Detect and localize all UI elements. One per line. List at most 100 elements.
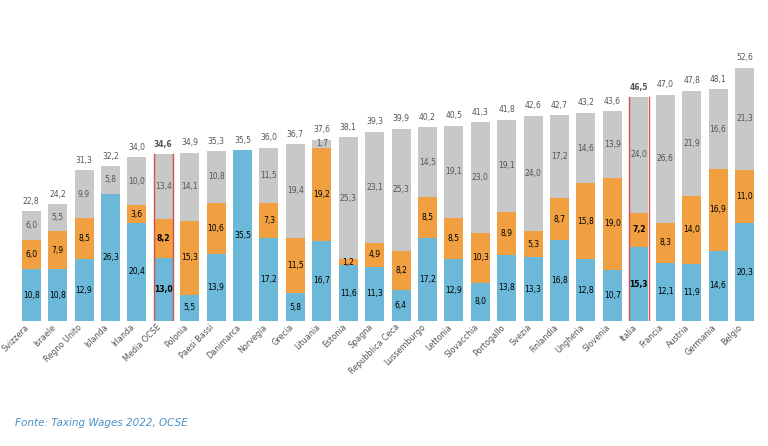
Bar — [180, 295, 199, 321]
Text: 1,7: 1,7 — [316, 140, 328, 149]
Bar — [550, 115, 569, 198]
Bar — [577, 113, 595, 183]
Text: 37,6: 37,6 — [313, 125, 330, 135]
Text: 21,9: 21,9 — [684, 139, 700, 148]
Text: 22,8: 22,8 — [23, 197, 39, 206]
Text: Fonte: Taxing Wages 2022, OCSE: Fonte: Taxing Wages 2022, OCSE — [15, 418, 188, 428]
Bar — [22, 240, 41, 269]
Bar — [497, 255, 516, 321]
Text: 10,8: 10,8 — [23, 291, 40, 300]
Text: 31,3: 31,3 — [75, 156, 92, 165]
Text: 36,7: 36,7 — [287, 130, 304, 139]
Text: 8,5: 8,5 — [422, 213, 433, 222]
Text: 10,8: 10,8 — [49, 291, 66, 300]
Bar — [735, 67, 754, 170]
Text: 5,3: 5,3 — [527, 240, 539, 249]
Text: 43,6: 43,6 — [604, 96, 621, 106]
Bar — [207, 254, 226, 321]
Bar — [74, 170, 94, 218]
Bar — [418, 197, 437, 238]
Bar — [577, 183, 595, 260]
Bar — [74, 218, 94, 259]
Text: 43,2: 43,2 — [578, 99, 594, 107]
Text: 16,9: 16,9 — [710, 206, 727, 215]
Bar — [550, 240, 569, 321]
Bar — [735, 223, 754, 321]
Text: 14,5: 14,5 — [419, 158, 436, 167]
Bar — [339, 137, 358, 260]
Text: 40,2: 40,2 — [419, 113, 436, 122]
Bar — [577, 260, 595, 321]
Bar — [682, 264, 701, 321]
Text: 17,2: 17,2 — [419, 275, 436, 284]
Text: 10,0: 10,0 — [128, 177, 145, 186]
Bar — [709, 89, 727, 169]
Text: 7,3: 7,3 — [263, 216, 275, 225]
Bar — [286, 144, 305, 238]
Text: 12,8: 12,8 — [578, 286, 594, 295]
Bar — [471, 122, 490, 233]
Text: 13,9: 13,9 — [207, 283, 224, 292]
Text: 24,2: 24,2 — [49, 190, 66, 199]
Bar — [603, 178, 622, 269]
Text: 35,5: 35,5 — [234, 231, 251, 240]
Bar — [127, 223, 147, 321]
Text: 34,0: 34,0 — [128, 143, 145, 152]
Text: 13,3: 13,3 — [525, 285, 541, 293]
Text: 12,9: 12,9 — [76, 285, 92, 294]
Bar — [497, 212, 516, 255]
Text: 48,1: 48,1 — [710, 75, 727, 84]
Bar — [656, 223, 675, 263]
Text: 39,9: 39,9 — [392, 114, 409, 124]
Bar — [365, 132, 384, 243]
Text: 19,2: 19,2 — [313, 190, 330, 199]
Bar — [709, 169, 727, 251]
Bar — [233, 150, 252, 321]
Bar — [603, 111, 622, 178]
Text: 13,8: 13,8 — [498, 283, 515, 292]
Bar — [101, 166, 120, 194]
Text: 17,2: 17,2 — [551, 152, 568, 161]
Text: 19,1: 19,1 — [445, 167, 462, 177]
Bar — [207, 151, 226, 203]
Text: 25,3: 25,3 — [339, 194, 356, 203]
Text: 4,9: 4,9 — [369, 250, 381, 259]
Text: 47,8: 47,8 — [684, 76, 700, 85]
Text: 41,8: 41,8 — [498, 105, 515, 114]
Bar — [339, 265, 358, 321]
Bar — [471, 233, 490, 283]
Bar — [629, 248, 648, 321]
Text: 5,5: 5,5 — [51, 213, 64, 222]
Text: 3,6: 3,6 — [131, 210, 143, 219]
Bar — [735, 170, 754, 223]
Bar — [207, 203, 226, 254]
Bar — [48, 204, 67, 231]
Bar — [709, 251, 727, 321]
Bar — [101, 194, 120, 321]
Bar — [260, 238, 279, 321]
Text: 12,1: 12,1 — [657, 288, 674, 297]
Text: 1,2: 1,2 — [343, 258, 354, 267]
Text: 6,0: 6,0 — [25, 250, 38, 259]
Text: 8,3: 8,3 — [659, 238, 671, 247]
Text: 19,4: 19,4 — [287, 186, 304, 195]
Bar — [22, 211, 41, 240]
Bar — [445, 126, 463, 218]
Bar — [365, 267, 384, 321]
Bar — [286, 293, 305, 321]
Bar — [392, 251, 411, 290]
Text: 36,0: 36,0 — [260, 133, 277, 142]
Bar — [48, 231, 67, 269]
Bar — [445, 218, 463, 259]
Text: 34,9: 34,9 — [181, 139, 198, 148]
Text: 10,3: 10,3 — [472, 253, 488, 262]
Bar — [656, 263, 675, 321]
Bar — [127, 206, 147, 223]
Text: 15,8: 15,8 — [578, 217, 594, 226]
Bar — [154, 219, 173, 258]
Text: 23,1: 23,1 — [366, 183, 383, 192]
Bar — [418, 127, 437, 197]
Text: 8,7: 8,7 — [554, 215, 565, 223]
Text: 39,3: 39,3 — [366, 117, 383, 126]
Text: 15,3: 15,3 — [181, 253, 198, 262]
